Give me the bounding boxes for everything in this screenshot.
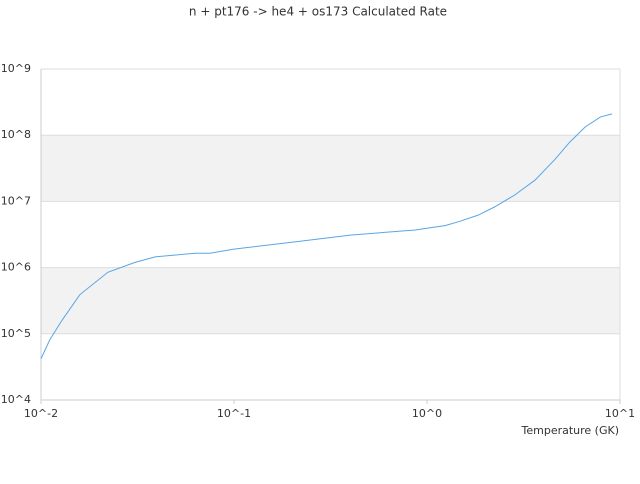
x-tick-label: 10^-1: [217, 407, 251, 420]
x-axis-label: Temperature (GK): [521, 424, 620, 437]
y-tick-label: 10^4: [1, 393, 31, 406]
grid-band: [41, 267, 620, 334]
y-tick-label: 10^8: [1, 128, 31, 141]
x-tick-label: 10^-2: [24, 407, 58, 420]
y-tick-label: 10^9: [1, 62, 31, 75]
x-tick-label: 10^0: [412, 407, 442, 420]
x-tick-label: 10^1: [605, 407, 635, 420]
y-tick-label: 10^5: [1, 327, 31, 340]
y-tick-label: 10^7: [1, 194, 31, 207]
grid-band: [41, 135, 620, 202]
data-line: [40, 113, 613, 359]
chart-title: n + pt176 -> he4 + os173 Calculated Rate: [189, 5, 447, 19]
y-tick-label: 10^6: [1, 261, 31, 274]
